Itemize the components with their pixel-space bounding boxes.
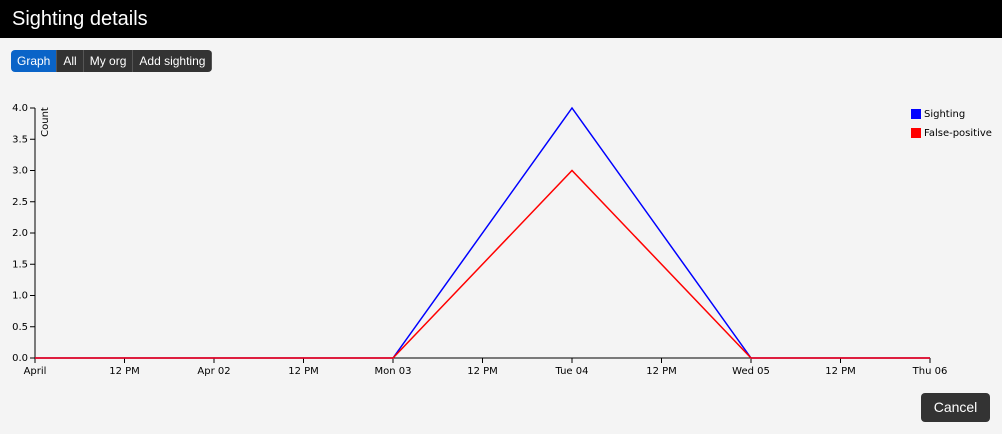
legend-swatch: [911, 109, 921, 119]
series-line: [35, 169, 930, 359]
tab[interactable]: Add sighting: [133, 50, 213, 72]
y-tick-label: 2.5: [12, 197, 28, 208]
x-tick-label: 12 PM: [646, 366, 677, 377]
button-group: Graph All My org Add sighting: [11, 50, 213, 72]
x-tick-label: Wed 05: [732, 366, 770, 377]
tab[interactable]: All: [57, 50, 84, 72]
y-tick-label: 2.0: [12, 228, 28, 239]
legend-swatch: [911, 128, 921, 138]
title: Sighting details: [12, 8, 148, 30]
legend-label: False-positive: [924, 128, 992, 139]
chart: Count 0.0 0.5 1.0 1.5 2.0 2.5 3.0 3.5 4.0 April 12…: [12, 103, 992, 377]
legend-label: Sighting: [924, 109, 965, 120]
y-tick-label: 3.5: [12, 134, 28, 145]
y-axis-label: Count: [40, 107, 51, 137]
tab[interactable]: Graph: [11, 50, 58, 72]
y-tick-label: 0.5: [12, 322, 28, 333]
x-tick-label: 12 PM: [825, 366, 856, 377]
x-tick-label: 12 PM: [109, 366, 140, 377]
y-tick-label: 4.0: [12, 103, 28, 114]
x-tick-label: April: [24, 366, 47, 377]
tab[interactable]: My org: [83, 50, 134, 72]
x-tick-label: Thu 06: [912, 366, 948, 377]
x-tick-label: Mon 03: [375, 366, 412, 377]
x-tick-label: Tue 04: [555, 366, 589, 377]
y-tick-label: 1.5: [12, 259, 28, 270]
series-line: [35, 106, 930, 359]
y-tick-label: 3.0: [12, 166, 28, 177]
x-tick-label: 12 PM: [288, 366, 319, 377]
header: Sighting details: [0, 0, 1002, 38]
cancel-button[interactable]: Cancel: [921, 393, 990, 422]
x-tick-label: 12 PM: [467, 366, 498, 377]
x-tick-label: Apr 02: [197, 366, 230, 377]
y-tick-label: 0.0: [12, 353, 28, 364]
y-tick-label: 1.0: [12, 291, 28, 302]
